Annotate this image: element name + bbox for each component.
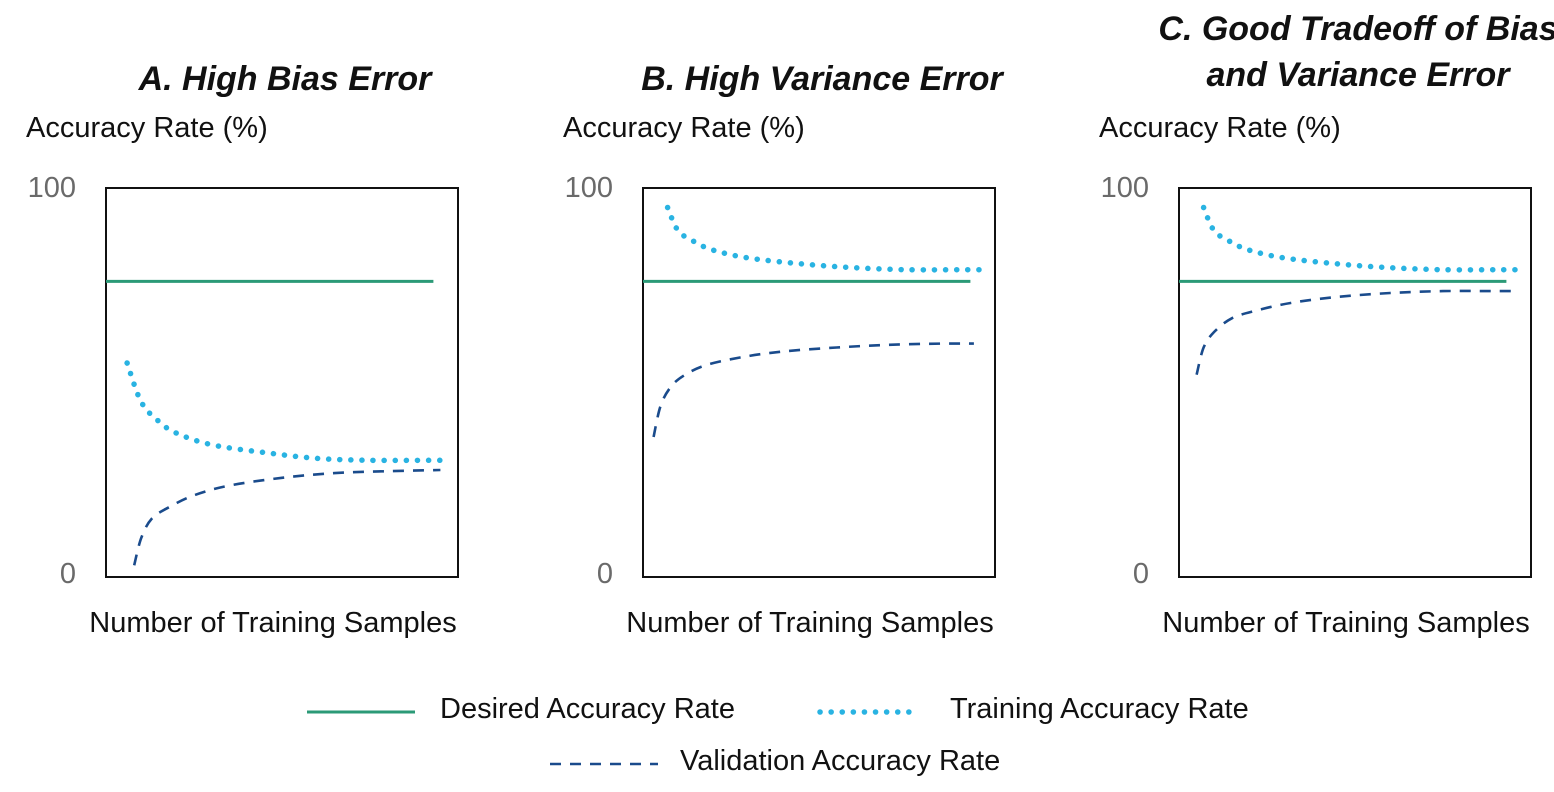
x-axis-label: Number of Training Samples (626, 607, 994, 639)
plot-frame (105, 187, 459, 578)
series-line-training (1200, 204, 1520, 273)
legend-label-desired: Desired Accuracy Rate (440, 693, 735, 725)
legend-swatch-validation (550, 762, 658, 766)
chart-panel-c: C. Good Tradeoff of Bias and Variance Er… (1093, 0, 1554, 660)
chart-title: B. High Variance Error (557, 56, 1087, 102)
series-line-validation (1195, 289, 1514, 376)
legend-swatch-training (817, 709, 919, 715)
chart-panel-a: A. High Bias Error Accuracy Rate (%) 100… (20, 0, 550, 660)
y-tick-label-min: 0 (59, 558, 76, 590)
chart-title-line: B. High Variance Error (641, 60, 1003, 98)
plot-area (642, 187, 996, 578)
y-axis-label: Accuracy Rate (%) (563, 112, 805, 144)
plot-area (1178, 187, 1532, 578)
x-axis-label: Number of Training Samples (1162, 607, 1530, 639)
series-line-training (664, 204, 984, 273)
chart-title: A. High Bias Error (20, 56, 550, 102)
legend-swatch-desired (307, 710, 415, 714)
x-axis-label: Number of Training Samples (89, 607, 457, 639)
legend-label-validation: Validation Accuracy Rate (680, 745, 1001, 777)
series-line-training (124, 360, 447, 464)
plot-area (105, 187, 459, 578)
chart-title: C. Good Tradeoff of Bias and Variance Er… (1093, 6, 1554, 98)
series-line-validation (652, 342, 974, 438)
y-axis-label: Accuracy Rate (%) (26, 112, 268, 144)
chart-title-line-2: and Variance Error (1206, 56, 1510, 94)
y-axis-label: Accuracy Rate (%) (1099, 112, 1341, 144)
plot-frame (1178, 187, 1532, 578)
chart-title-line-1: C. Good Tradeoff of Bias (1158, 10, 1554, 48)
plot-frame (642, 187, 996, 578)
y-tick-label-max: 100 (1100, 172, 1149, 204)
chart-panel-b: B. High Variance Error Accuracy Rate (%)… (557, 0, 1087, 660)
legend-label-training: Training Accuracy Rate (950, 693, 1249, 725)
chart-title-line: A. High Bias Error (138, 60, 432, 98)
series-line-validation (132, 468, 441, 566)
y-tick-label-max: 100 (27, 172, 76, 204)
y-tick-label-min: 0 (596, 558, 613, 590)
y-tick-label-max: 100 (564, 172, 613, 204)
y-tick-label-min: 0 (1132, 558, 1149, 590)
